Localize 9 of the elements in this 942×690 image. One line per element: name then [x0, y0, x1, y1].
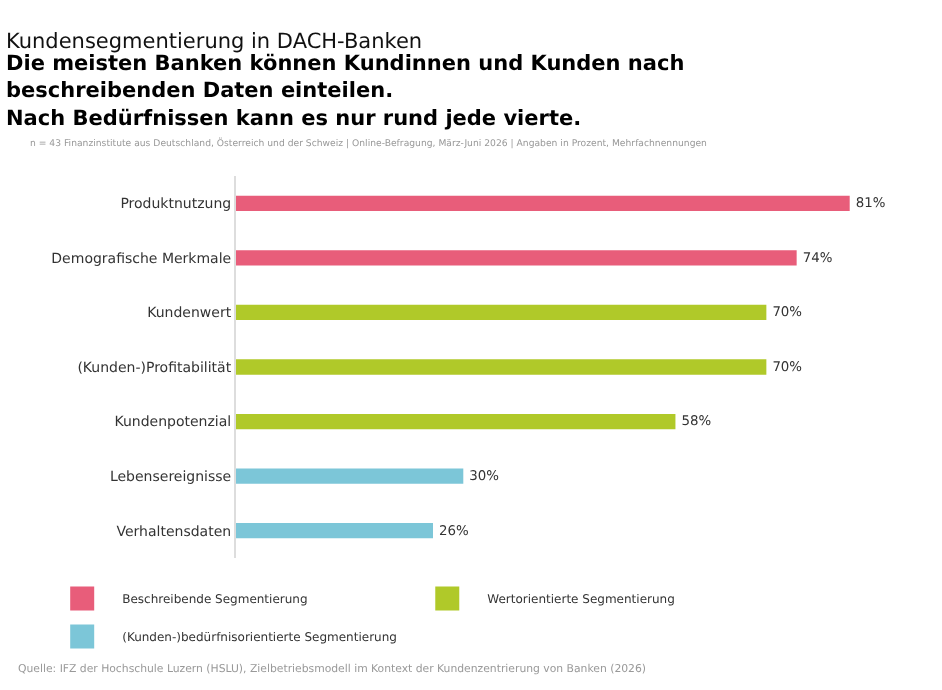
bar: [236, 359, 767, 375]
bar: [236, 250, 797, 266]
bar: [236, 195, 850, 211]
bar: [236, 523, 433, 539]
chart-title: Kundensegmentierung in DACH-Banken: [6, 30, 423, 54]
bar: [236, 413, 676, 430]
bar: [236, 468, 464, 484]
bar: [236, 304, 767, 321]
chart-subtitle: Die meisten Banken können Kundinnen und Kunden nach beschreibenden Daten einteilen. Nach Bedürfnissen kann es nur rund jede vierte.: [6, 52, 685, 131]
